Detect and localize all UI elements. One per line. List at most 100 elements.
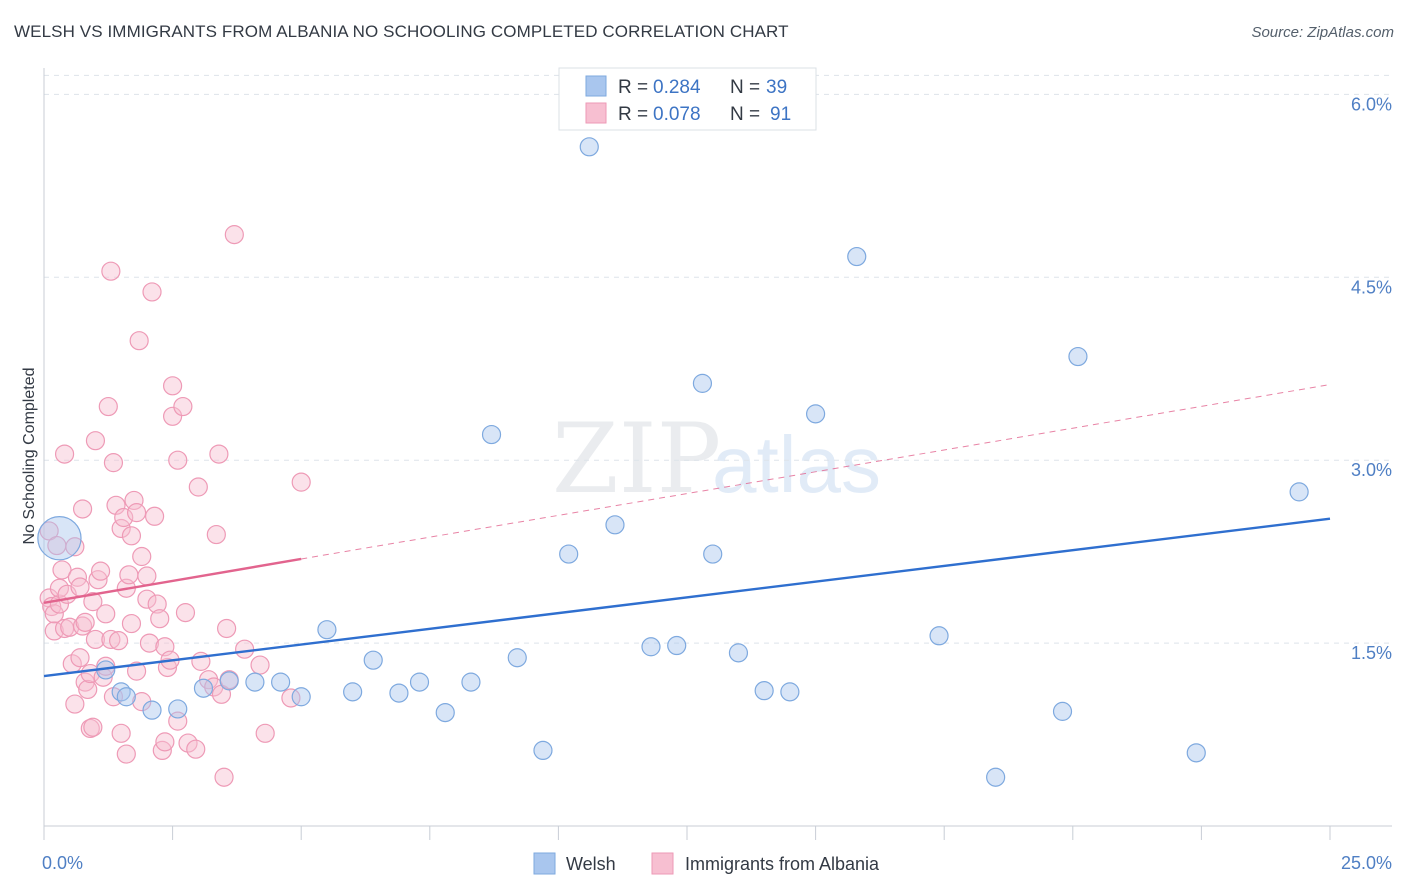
welsh-point-31 — [805, 404, 826, 424]
albania-point-68 — [163, 376, 183, 396]
albania-point-31 — [90, 561, 111, 581]
welsh-point-34 — [986, 767, 1006, 787]
bottom-legend-swatch-welsh — [533, 852, 556, 875]
welsh-point-33 — [929, 626, 949, 646]
albania-point-17 — [70, 648, 90, 668]
albania-point-38 — [103, 453, 124, 473]
albania-point-36 — [101, 629, 121, 650]
welsh-point-27 — [703, 544, 723, 564]
albania-point-50 — [124, 490, 144, 511]
albania-point-37 — [101, 261, 121, 281]
albania-point-4 — [44, 604, 64, 624]
albania-point-60 — [144, 506, 165, 526]
albania-point-73 — [178, 733, 198, 753]
legend-n-label-welsh: N = — [730, 77, 760, 98]
albania-point-53 — [129, 331, 149, 351]
chart-title: WELSH VS IMMIGRANTS FROM ALBANIA NO SCHO… — [14, 22, 789, 41]
watermark-atlas: atlas — [712, 420, 881, 509]
albania-point-66 — [157, 657, 178, 678]
albania-point-46 — [116, 744, 136, 764]
welsh-point-13 — [363, 650, 383, 670]
albania-trend-extension — [301, 384, 1331, 560]
albania-point-79 — [206, 524, 226, 545]
welsh-point-32 — [847, 246, 867, 267]
welsh-trend-line — [43, 517, 1331, 678]
albania-trend-line — [43, 557, 302, 605]
y-tick-label-3: 6.0% — [1351, 94, 1392, 114]
series-legend: Welsh Immigrants from Albania — [533, 852, 880, 875]
axes — [43, 68, 1392, 827]
albania-point-58 — [139, 633, 160, 653]
welsh-point-17 — [461, 672, 481, 692]
albania-point-40 — [106, 495, 126, 515]
albania-point-26 — [83, 592, 103, 612]
welsh-point-23 — [605, 515, 625, 535]
welsh-point-24 — [641, 637, 661, 657]
albania-point-69 — [163, 406, 183, 426]
welsh-point-15 — [409, 672, 430, 692]
albania-point-59 — [142, 282, 162, 302]
albania-point-49 — [121, 613, 142, 634]
albania-point-61 — [147, 594, 167, 614]
albania-point-85 — [224, 225, 244, 245]
correlation-legend: R = 0.284 N = 39 R = 0.078 N = 91 — [558, 67, 817, 131]
albania-point-89 — [281, 688, 301, 708]
albania-point-19 — [72, 616, 93, 636]
welsh-point-18 — [481, 424, 502, 445]
albania-point-86 — [250, 655, 270, 675]
albania-point-34 — [96, 604, 116, 624]
x-tick-label-min: 0.0% — [42, 853, 83, 873]
legend-swatch-welsh — [585, 75, 607, 97]
welsh-point-19 — [507, 648, 527, 668]
welsh-point-22 — [579, 137, 599, 157]
welsh-point-26 — [692, 373, 713, 393]
albania-point-57 — [137, 589, 157, 609]
albania-point-7 — [49, 578, 70, 598]
legend-swatch-albania — [585, 102, 607, 124]
albania-point-74 — [186, 739, 206, 759]
legend-r-label-albania: R = — [618, 104, 648, 125]
welsh-point-21 — [559, 544, 579, 564]
albania-point-20 — [72, 499, 93, 519]
welsh-point-5 — [168, 699, 188, 719]
albania-point-87 — [255, 723, 275, 743]
albania-point-64 — [155, 732, 175, 752]
welsh-point-12 — [343, 682, 363, 702]
welsh-point-3 — [116, 687, 136, 707]
albania-point-82 — [214, 767, 234, 787]
legend-n-value-albania: 91 — [770, 104, 791, 125]
y-tick-label-1: 3.0% — [1351, 460, 1392, 480]
albania-point-91 — [175, 603, 196, 623]
welsh-point-38 — [1289, 482, 1309, 502]
welsh-point-25 — [667, 635, 687, 656]
albania-point-10 — [54, 444, 75, 464]
albania-point-35 — [98, 396, 118, 417]
albania-point-8 — [52, 560, 72, 580]
welsh-series — [37, 137, 1309, 787]
albania-point-80 — [209, 444, 229, 464]
bottom-legend-albania: Immigrants from Albania — [685, 854, 880, 874]
welsh-point-29 — [754, 681, 774, 701]
albania-point-52 — [126, 661, 147, 681]
albania-point-44 — [114, 507, 134, 528]
albania-point-15 — [65, 537, 85, 557]
albania-point-48 — [121, 526, 142, 546]
welsh-point-0 — [37, 516, 82, 561]
albania-point-41 — [108, 631, 129, 651]
albania-point-18 — [70, 577, 90, 597]
albania-point-75 — [188, 477, 208, 497]
welsh-point-9 — [271, 672, 291, 692]
albania-point-27 — [83, 717, 103, 737]
albania-point-22 — [75, 612, 95, 632]
welsh-point-7 — [219, 671, 239, 691]
welsh-point-11 — [317, 620, 337, 640]
legend-n-value-welsh: 39 — [766, 77, 787, 98]
y-tick-label-0: 1.5% — [1351, 643, 1392, 663]
albania-point-42 — [111, 723, 131, 743]
welsh-point-10 — [291, 687, 311, 707]
bottom-legend-swatch-albania — [651, 852, 674, 875]
y-tick-labels: 1.5% 3.0% 4.5% 6.0% — [1351, 94, 1392, 663]
albania-point-56 — [137, 566, 157, 586]
watermark: ZIP atlas — [552, 403, 881, 515]
